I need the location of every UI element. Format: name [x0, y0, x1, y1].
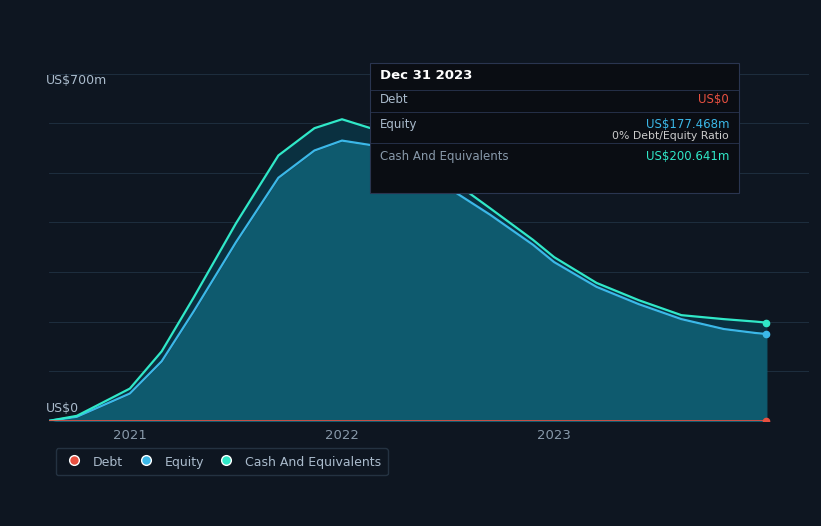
Text: Cash And Equivalents: Cash And Equivalents: [380, 150, 508, 163]
Text: US$0: US$0: [45, 402, 79, 414]
Text: US$700m: US$700m: [45, 74, 107, 87]
Text: US$177.468m: US$177.468m: [645, 117, 729, 130]
Text: US$0: US$0: [699, 93, 729, 106]
Legend: Debt, Equity, Cash And Equivalents: Debt, Equity, Cash And Equivalents: [56, 448, 388, 476]
Text: 0% Debt/Equity Ratio: 0% Debt/Equity Ratio: [612, 130, 729, 140]
Text: Dec 31 2023: Dec 31 2023: [380, 69, 472, 83]
Text: US$200.641m: US$200.641m: [645, 150, 729, 163]
Text: Equity: Equity: [380, 117, 417, 130]
Text: Debt: Debt: [380, 93, 408, 106]
